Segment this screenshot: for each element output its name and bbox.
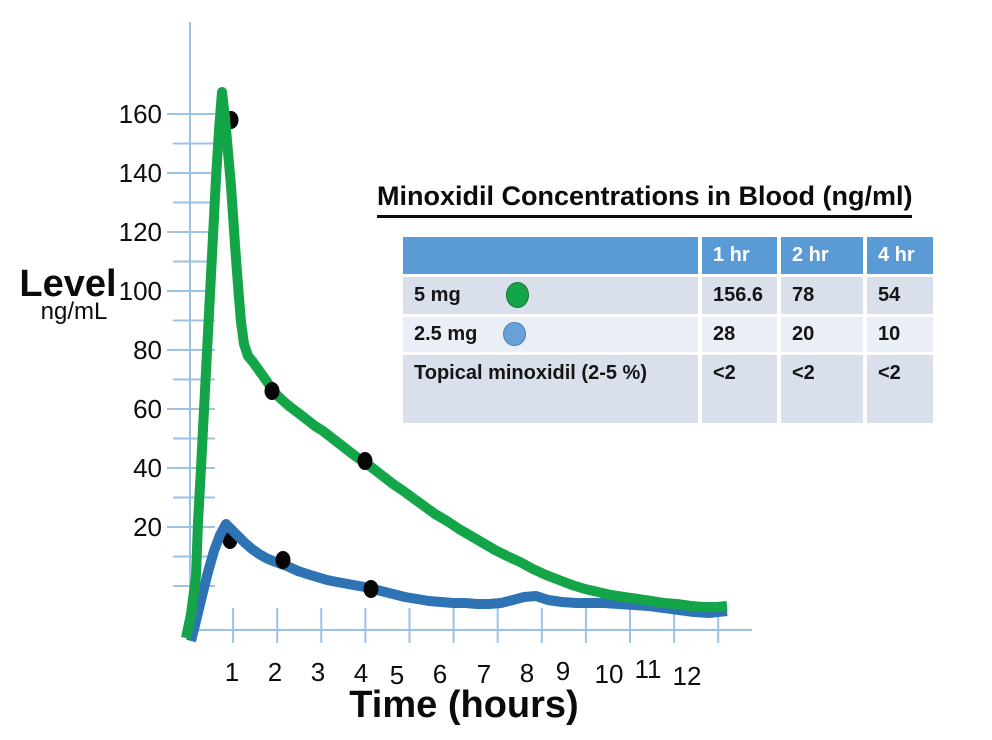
series-marker-2.5mg-icon	[503, 322, 526, 346]
value-cell: 54	[865, 273, 933, 315]
svg-text:140: 140	[119, 158, 162, 188]
value-cell: 156.6	[700, 273, 781, 315]
svg-text:9: 9	[556, 656, 570, 686]
table-title-text: Minoxidil Concentrations in Blood (ng/ml…	[377, 181, 913, 218]
svg-text:6: 6	[433, 659, 447, 689]
row-label-cell: 5 mg	[403, 273, 702, 315]
header-cell-4hr: 4 hr	[865, 237, 933, 275]
table-row: 5 mg 156.6 78 54	[403, 273, 933, 315]
x-axis-title: Time (hours)	[349, 684, 578, 726]
value-cell: <2	[779, 351, 867, 423]
svg-text:12: 12	[673, 661, 702, 691]
value-cell: 20	[779, 313, 867, 353]
table-title: Minoxidil Concentrations in Blood (ng/ml…	[377, 181, 913, 218]
row-label-cell: Topical minoxidil (2-5 %)	[403, 351, 702, 423]
value-cell: 28	[700, 313, 781, 353]
row-label: 5 mg	[414, 283, 461, 306]
svg-text:40: 40	[133, 453, 162, 483]
svg-text:8: 8	[520, 658, 534, 688]
header-cell-empty	[403, 237, 702, 275]
svg-text:4: 4	[354, 658, 368, 688]
value-cell: <2	[700, 351, 781, 423]
value-cell: 78	[779, 273, 867, 315]
svg-text:2: 2	[268, 657, 282, 687]
svg-text:5: 5	[390, 660, 404, 690]
svg-text:120: 120	[119, 217, 162, 247]
axes	[167, 22, 752, 643]
row-label: 2.5 mg	[414, 322, 478, 345]
svg-text:100: 100	[119, 276, 162, 306]
value-cell: 10	[865, 313, 933, 353]
svg-text:20: 20	[133, 512, 162, 542]
table-row: Topical minoxidil (2-5 %) <2 <2 <2	[403, 351, 933, 423]
svg-text:7: 7	[477, 659, 491, 689]
row-label-cell: 2.5 mg	[403, 313, 702, 353]
header-cell-2hr: 2 hr	[779, 237, 867, 275]
table-row: 2.5 mg 28 20 10	[403, 313, 933, 353]
svg-text:60: 60	[133, 394, 162, 424]
table-header-row: 1 hr 2 hr 4 hr	[403, 237, 933, 275]
sample-dots	[264, 382, 379, 598]
svg-text:3: 3	[311, 657, 325, 687]
value-cell: <2	[865, 351, 933, 423]
svg-text:1: 1	[225, 657, 239, 687]
series-marker-5mg-icon	[506, 282, 529, 308]
row-label: Topical minoxidil (2-5 %)	[414, 361, 647, 384]
svg-text:160: 160	[119, 99, 162, 129]
y-axis-title: Level	[19, 263, 116, 305]
y-axis-units: ng/mL	[41, 298, 108, 325]
data-table: 1 hr 2 hr 4 hr 5 mg 156.6 78 54 2.5 mg 2…	[403, 237, 933, 423]
svg-text:10: 10	[595, 659, 624, 689]
svg-text:80: 80	[133, 335, 162, 365]
svg-text:11: 11	[635, 654, 662, 684]
header-cell-1hr: 1 hr	[700, 237, 781, 275]
series-lines	[181, 87, 728, 643]
